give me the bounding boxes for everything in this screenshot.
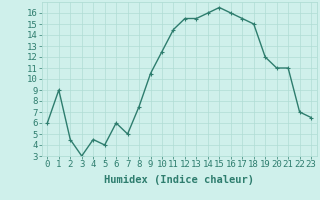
X-axis label: Humidex (Indice chaleur): Humidex (Indice chaleur)	[104, 175, 254, 185]
